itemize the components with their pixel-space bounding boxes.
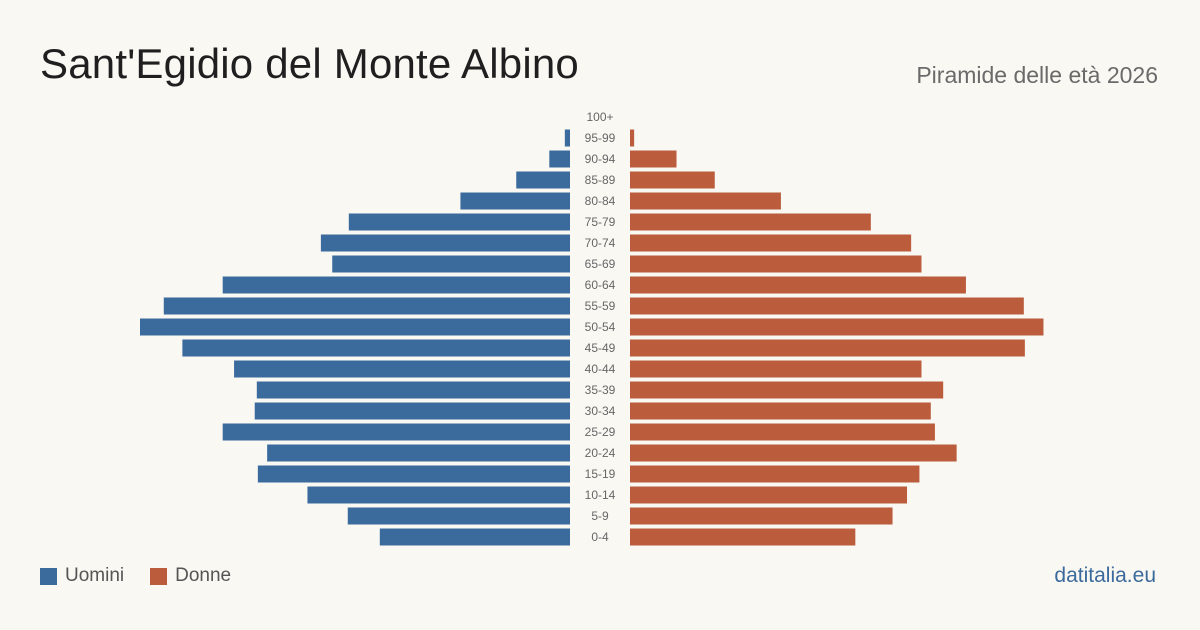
age-group-label: 25-29: [585, 425, 616, 439]
bar-men-35-39: [256, 381, 570, 399]
bar-men-40-44: [234, 360, 570, 378]
bar-men-60-64: [222, 276, 570, 294]
bar-men-50-54: [140, 318, 570, 336]
bar-men-80-84: [460, 192, 570, 210]
bar-women-95-99: [630, 129, 635, 147]
age-group-label: 100+: [586, 110, 613, 124]
age-group-label: 85-89: [585, 173, 616, 187]
bar-women-55-59: [630, 297, 1024, 315]
bar-men-0-4: [379, 528, 570, 546]
bar-women-75-79: [630, 213, 871, 231]
age-group-label: 70-74: [585, 236, 616, 250]
bar-men-85-89: [516, 171, 570, 189]
bar-men-15-19: [257, 465, 570, 483]
bar-women-90-94: [630, 150, 677, 168]
age-group-label: 35-39: [585, 383, 616, 397]
bar-men-25-29: [222, 423, 570, 441]
bar-women-30-34: [630, 402, 931, 420]
bar-women-0-4: [630, 528, 856, 546]
bar-women-50-54: [630, 318, 1044, 336]
bar-men-45-49: [182, 339, 570, 357]
bar-women-10-14: [630, 486, 908, 504]
bar-men-65-69: [332, 255, 570, 273]
bar-men-20-24: [267, 444, 570, 462]
bar-women-85-89: [630, 171, 715, 189]
age-group-label: 65-69: [585, 257, 616, 271]
bar-men-5-9: [347, 507, 570, 525]
bar-men-95-99: [564, 129, 570, 147]
bar-women-80-84: [630, 192, 781, 210]
bar-women-15-19: [630, 465, 920, 483]
legend: Uomini Donne: [40, 565, 231, 587]
age-group-label: 30-34: [585, 404, 616, 418]
bar-women-45-49: [630, 339, 1025, 357]
bar-women-70-74: [630, 234, 912, 252]
bar-men-30-34: [254, 402, 570, 420]
age-group-label: 45-49: [585, 341, 616, 355]
age-group-label: 20-24: [585, 446, 616, 460]
source-link[interactable]: datitalia.eu: [1054, 564, 1156, 587]
chart-subtitle: Piramide delle età 2026: [916, 62, 1158, 88]
bar-women-60-64: [630, 276, 966, 294]
age-group-label: 75-79: [585, 215, 616, 229]
chart-title: Sant'Egidio del Monte Albino: [40, 40, 579, 87]
legend-label-women: Donne: [175, 565, 232, 586]
age-group-label: 80-84: [585, 194, 616, 208]
legend-swatch-men: [40, 567, 57, 585]
age-group-label: 95-99: [585, 131, 616, 145]
age-group-label: 55-59: [585, 299, 616, 313]
legend-swatch-women: [150, 567, 168, 585]
bar-women-35-39: [630, 381, 944, 399]
bar-men-70-74: [320, 234, 570, 252]
legend-item-men: Uomini: [40, 565, 124, 587]
legend-label-men: Uomini: [65, 565, 125, 586]
bar-women-25-29: [630, 423, 935, 441]
age-group-label: 5-9: [591, 509, 609, 523]
age-group-label: 0-4: [591, 530, 609, 544]
bar-women-20-24: [630, 444, 957, 462]
bar-men-90-94: [549, 150, 570, 168]
age-group-label: 40-44: [585, 362, 616, 376]
age-group-label: 15-19: [585, 467, 616, 481]
bar-women-5-9: [630, 507, 893, 525]
age-group-label: 50-54: [585, 320, 616, 334]
bar-men-75-79: [348, 213, 570, 231]
bar-women-40-44: [630, 360, 922, 378]
age-group-label: 60-64: [585, 278, 616, 292]
legend-item-women: Donne: [150, 565, 231, 587]
bar-men-55-59: [163, 297, 570, 315]
bar-men-10-14: [307, 486, 570, 504]
bar-women-65-69: [630, 255, 922, 273]
age-group-label: 10-14: [585, 488, 616, 502]
age-group-label: 90-94: [585, 152, 616, 166]
